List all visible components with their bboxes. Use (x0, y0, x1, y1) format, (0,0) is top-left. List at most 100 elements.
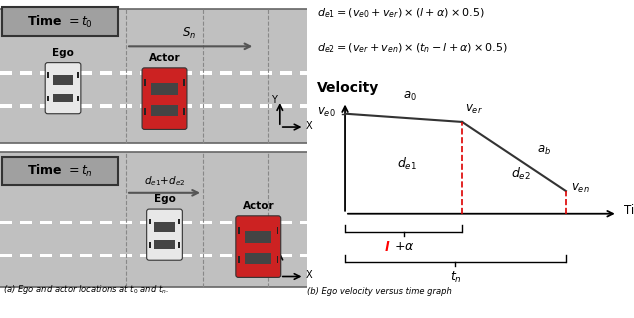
FancyBboxPatch shape (80, 72, 92, 75)
FancyBboxPatch shape (100, 221, 112, 225)
FancyBboxPatch shape (236, 216, 281, 277)
Text: Velocity: Velocity (317, 81, 380, 95)
FancyBboxPatch shape (40, 221, 51, 225)
FancyBboxPatch shape (245, 253, 271, 264)
FancyBboxPatch shape (300, 221, 311, 225)
FancyBboxPatch shape (300, 104, 311, 108)
FancyBboxPatch shape (180, 254, 191, 257)
FancyBboxPatch shape (140, 104, 152, 108)
FancyBboxPatch shape (276, 227, 278, 234)
FancyBboxPatch shape (280, 221, 292, 225)
FancyBboxPatch shape (80, 221, 92, 225)
FancyBboxPatch shape (200, 104, 212, 108)
Text: $d_{e1} = (v_{e0} + v_{er})\times(l + \alpha)\times0.5)$: $d_{e1} = (v_{e0} + v_{er})\times(l + \a… (317, 6, 485, 20)
FancyBboxPatch shape (200, 254, 212, 257)
FancyBboxPatch shape (276, 256, 278, 263)
FancyBboxPatch shape (178, 219, 180, 225)
Text: $+ \alpha$: $+ \alpha$ (394, 239, 415, 252)
FancyBboxPatch shape (77, 96, 79, 101)
Text: $d_{e1}$: $d_{e1}$ (397, 156, 417, 172)
FancyBboxPatch shape (120, 221, 132, 225)
FancyBboxPatch shape (53, 75, 73, 86)
FancyBboxPatch shape (120, 104, 132, 108)
FancyBboxPatch shape (154, 222, 174, 232)
FancyBboxPatch shape (40, 72, 51, 75)
FancyBboxPatch shape (120, 72, 132, 75)
FancyBboxPatch shape (60, 72, 72, 75)
FancyBboxPatch shape (60, 104, 72, 108)
FancyBboxPatch shape (200, 221, 212, 225)
FancyBboxPatch shape (140, 254, 152, 257)
FancyBboxPatch shape (178, 242, 180, 248)
Text: $a_0$: $a_0$ (403, 90, 417, 103)
FancyBboxPatch shape (300, 72, 311, 75)
FancyBboxPatch shape (220, 72, 231, 75)
FancyBboxPatch shape (1, 157, 119, 185)
FancyBboxPatch shape (154, 240, 174, 249)
FancyBboxPatch shape (48, 73, 49, 78)
Text: X: X (306, 270, 313, 280)
FancyBboxPatch shape (245, 231, 271, 243)
FancyBboxPatch shape (220, 254, 231, 257)
Text: (b) Ego velocity versus time graph: (b) Ego velocity versus time graph (307, 287, 452, 296)
Text: $v_{e0}$: $v_{e0}$ (316, 106, 335, 119)
FancyBboxPatch shape (77, 73, 79, 78)
FancyBboxPatch shape (145, 108, 146, 114)
FancyBboxPatch shape (183, 79, 184, 86)
FancyBboxPatch shape (180, 104, 191, 108)
Text: Actor: Actor (149, 53, 180, 63)
FancyBboxPatch shape (149, 219, 151, 225)
Text: $S_n$: $S_n$ (182, 26, 196, 41)
FancyBboxPatch shape (0, 72, 11, 75)
FancyBboxPatch shape (300, 254, 311, 257)
FancyBboxPatch shape (149, 242, 151, 248)
Text: $d_{e2}$: $d_{e2}$ (510, 166, 531, 182)
FancyBboxPatch shape (1, 7, 119, 36)
FancyBboxPatch shape (142, 68, 187, 129)
FancyBboxPatch shape (80, 104, 92, 108)
FancyBboxPatch shape (152, 106, 178, 116)
FancyBboxPatch shape (220, 104, 231, 108)
Text: $\boldsymbol{l}$: $\boldsymbol{l}$ (384, 239, 391, 253)
Text: Y: Y (271, 95, 277, 105)
FancyBboxPatch shape (180, 72, 191, 75)
FancyBboxPatch shape (145, 79, 146, 86)
FancyBboxPatch shape (183, 108, 184, 114)
FancyBboxPatch shape (60, 254, 72, 257)
FancyBboxPatch shape (280, 254, 292, 257)
FancyBboxPatch shape (260, 72, 271, 75)
FancyBboxPatch shape (140, 221, 152, 225)
Text: $d_{e2} = (v_{er} + v_{en})\times(t_n - l + \alpha)\times0.5)$: $d_{e2} = (v_{er} + v_{en})\times(t_n - … (317, 42, 508, 55)
FancyBboxPatch shape (20, 221, 32, 225)
FancyBboxPatch shape (120, 254, 132, 257)
FancyBboxPatch shape (240, 72, 252, 75)
FancyBboxPatch shape (160, 104, 172, 108)
FancyBboxPatch shape (0, 254, 11, 257)
FancyBboxPatch shape (60, 221, 72, 225)
FancyBboxPatch shape (160, 72, 172, 75)
Text: Time $= t_0$: Time $= t_0$ (27, 14, 93, 30)
FancyBboxPatch shape (53, 94, 73, 102)
FancyBboxPatch shape (20, 254, 32, 257)
Text: $t_n$: $t_n$ (450, 269, 462, 285)
FancyBboxPatch shape (45, 63, 81, 114)
FancyBboxPatch shape (0, 221, 11, 225)
Text: Ego: Ego (153, 194, 176, 204)
FancyBboxPatch shape (238, 256, 240, 263)
Text: Y: Y (271, 245, 277, 255)
FancyBboxPatch shape (100, 72, 112, 75)
FancyBboxPatch shape (100, 254, 112, 257)
FancyBboxPatch shape (0, 9, 307, 143)
FancyBboxPatch shape (240, 254, 252, 257)
Text: $v_{er}$: $v_{er}$ (465, 103, 483, 116)
FancyBboxPatch shape (200, 72, 212, 75)
Text: (a) Ego and actor locations at $t_0$ and $t_n$.: (a) Ego and actor locations at $t_0$ and… (3, 283, 169, 296)
FancyBboxPatch shape (40, 104, 51, 108)
FancyBboxPatch shape (80, 254, 92, 257)
FancyBboxPatch shape (240, 104, 252, 108)
FancyBboxPatch shape (0, 104, 11, 108)
FancyBboxPatch shape (20, 72, 32, 75)
FancyBboxPatch shape (280, 72, 292, 75)
FancyBboxPatch shape (280, 104, 292, 108)
FancyBboxPatch shape (152, 83, 178, 95)
